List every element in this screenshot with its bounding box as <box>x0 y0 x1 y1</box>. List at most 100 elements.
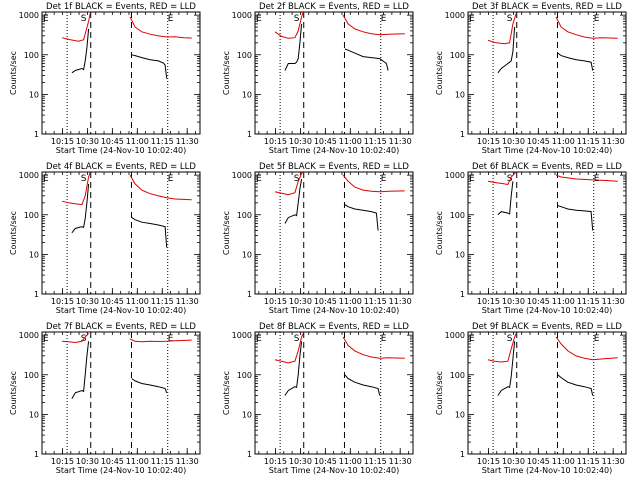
black-series-line <box>284 341 303 396</box>
red-series-line <box>555 16 618 39</box>
red-series-line <box>487 333 517 363</box>
marker-e-start: E <box>43 174 49 184</box>
x-tick-label: 11:15 <box>364 137 387 146</box>
y-tick-label: 100 <box>450 51 465 60</box>
black-series-line <box>71 341 90 399</box>
marker-s: S <box>294 14 300 24</box>
y-axis-label: Counts/sec <box>435 51 444 95</box>
marker-e-start: E <box>256 334 262 344</box>
red-series-line <box>274 11 304 39</box>
y-tick-label: 1 <box>247 290 252 299</box>
marker-e-start: E <box>469 174 475 184</box>
marker-e-end: E <box>381 334 387 344</box>
x-tick-label: 11:15 <box>151 457 174 466</box>
y-tick-label: 1 <box>34 450 39 459</box>
marker-s: S <box>81 174 87 184</box>
x-tick-label: 10:30 <box>76 297 99 306</box>
x-axis-label: Start Time (24-Nov-10 10:02:40) <box>269 146 399 155</box>
x-tick-label: 10:15 <box>477 137 500 146</box>
marker-s: S <box>507 174 513 184</box>
y-tick-label: 100 <box>450 211 465 220</box>
marker-e-start: E <box>256 174 262 184</box>
y-tick-label: 1 <box>460 450 465 459</box>
panel-det-9f: Det 9f BLACK = Events, RED = LLD 1 10 100 10… <box>435 322 627 475</box>
x-tick-label: 11:15 <box>364 457 387 466</box>
y-tick-label: 1000 <box>445 171 465 180</box>
marker-e-end: E <box>594 334 600 344</box>
x-tick-label: 10:45 <box>314 137 337 146</box>
black-series-line <box>71 28 90 74</box>
y-tick-label: 1 <box>460 130 465 139</box>
marker-e-start: E <box>256 14 262 24</box>
y-tick-label: 10 <box>242 250 252 259</box>
y-tick-label: 1000 <box>19 171 39 180</box>
x-tick-label: 11:00 <box>552 137 575 146</box>
plot-frame <box>254 11 414 135</box>
x-tick-label: 10:45 <box>101 457 124 466</box>
red-series-line <box>129 174 192 201</box>
plot-frame <box>41 331 201 455</box>
marker-e-end: E <box>594 14 600 24</box>
x-axis-label: Start Time (24-Nov-10 10:02:40) <box>269 306 399 315</box>
red-series-line <box>274 171 304 196</box>
x-tick-label: 10:15 <box>477 297 500 306</box>
x-tick-label: 11:30 <box>602 457 625 466</box>
plot-frame <box>467 11 627 135</box>
y-tick-label: 10 <box>29 410 39 419</box>
panel-title: Det 5f BLACK = Events, RED = LLD <box>259 162 409 172</box>
plot-frame <box>467 331 627 455</box>
x-tick-label: 11:00 <box>339 457 362 466</box>
red-series-line <box>274 333 304 364</box>
y-axis-label: Counts/sec <box>435 211 444 255</box>
x-tick-label: 11:00 <box>339 297 362 306</box>
x-tick-label: 11:00 <box>339 137 362 146</box>
marker-e-start: E <box>469 334 475 344</box>
x-tick-label: 10:15 <box>51 137 74 146</box>
x-tick-label: 10:15 <box>264 137 287 146</box>
y-tick-label: 10 <box>455 410 465 419</box>
red-series-line <box>129 338 192 343</box>
marker-e-start: E <box>43 14 49 24</box>
marker-e-start: E <box>469 14 475 24</box>
plot-frame <box>467 171 627 295</box>
x-tick-label: 11:30 <box>389 297 412 306</box>
black-series-line <box>131 217 168 248</box>
y-axis-label: Counts/sec <box>222 211 231 255</box>
x-tick-label: 10:45 <box>527 297 550 306</box>
y-tick-label: 100 <box>237 51 252 60</box>
panel-title: Det 9f BLACK = Events, RED = LLD <box>472 322 622 332</box>
x-tick-label: 11:30 <box>602 137 625 146</box>
x-tick-label: 10:15 <box>477 457 500 466</box>
x-tick-label: 10:45 <box>527 137 550 146</box>
panel-title: Det 1f BLACK = Events, RED = LLD <box>46 2 196 12</box>
marker-e-end: E <box>381 174 387 184</box>
x-tick-label: 10:30 <box>502 297 525 306</box>
x-tick-label: 10:45 <box>314 457 337 466</box>
x-tick-label: 11:00 <box>552 297 575 306</box>
x-tick-label: 10:45 <box>101 137 124 146</box>
panel-det-4f: Det 4f BLACK = Events, RED = LLD 1 10 100 10… <box>9 162 201 315</box>
y-tick-label: 1000 <box>232 171 252 180</box>
red-series-line <box>61 333 89 344</box>
panel-title: Det 6f BLACK = Events, RED = LLD <box>472 162 622 172</box>
x-tick-label: 11:30 <box>176 297 199 306</box>
x-tick-label: 10:30 <box>76 457 99 466</box>
x-tick-label: 11:00 <box>126 137 149 146</box>
panel-det-7f: Det 7f BLACK = Events, RED = LLD 1 10 100 10… <box>9 322 201 475</box>
black-series-line <box>557 205 594 231</box>
red-series-line <box>342 336 405 359</box>
y-tick-label: 1 <box>460 290 465 299</box>
black-series-line <box>131 54 168 79</box>
marker-s: S <box>81 14 87 24</box>
y-tick-label: 100 <box>237 211 252 220</box>
black-series-line <box>344 374 381 396</box>
x-tick-label: 10:15 <box>264 457 287 466</box>
marker-s: S <box>294 334 300 344</box>
x-tick-label: 10:30 <box>502 457 525 466</box>
x-tick-label: 10:45 <box>101 297 124 306</box>
x-tick-label: 11:00 <box>126 457 149 466</box>
y-tick-label: 1000 <box>19 331 39 340</box>
marker-s: S <box>507 14 513 24</box>
panel-det-8f: Det 8f BLACK = Events, RED = LLD 1 10 100 10… <box>222 322 414 475</box>
x-tick-label: 11:15 <box>151 137 174 146</box>
